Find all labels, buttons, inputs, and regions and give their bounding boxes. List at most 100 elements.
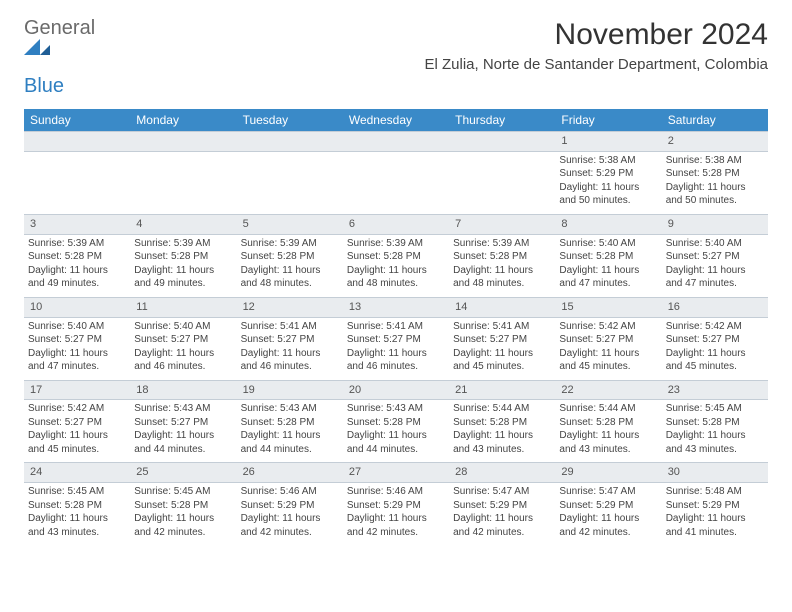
day-details: Sunrise: 5:44 AMSunset: 5:28 PMDaylight:… bbox=[453, 402, 551, 456]
day-data-cell bbox=[449, 151, 555, 214]
day-details: Sunrise: 5:40 AMSunset: 5:27 PMDaylight:… bbox=[28, 320, 126, 374]
day-data-row: Sunrise: 5:45 AMSunset: 5:28 PMDaylight:… bbox=[24, 483, 768, 546]
day-number-cell: 15 bbox=[555, 297, 661, 317]
day-data-cell: Sunrise: 5:45 AMSunset: 5:28 PMDaylight:… bbox=[130, 483, 236, 546]
day-number-cell: 16 bbox=[662, 297, 768, 317]
day-number-cell: 26 bbox=[237, 463, 343, 483]
day-number-row: 10111213141516 bbox=[24, 297, 768, 317]
title-block: November 2024 El Zulia, Norte de Santand… bbox=[424, 18, 768, 73]
day-details: Sunrise: 5:46 AMSunset: 5:29 PMDaylight:… bbox=[347, 485, 445, 539]
day-data-cell: Sunrise: 5:45 AMSunset: 5:28 PMDaylight:… bbox=[662, 400, 768, 463]
day-number-cell: 13 bbox=[343, 297, 449, 317]
day-data-cell: Sunrise: 5:40 AMSunset: 5:28 PMDaylight:… bbox=[555, 234, 661, 297]
day-number-cell: 12 bbox=[237, 297, 343, 317]
day-details: Sunrise: 5:43 AMSunset: 5:27 PMDaylight:… bbox=[134, 402, 232, 456]
day-data-cell: Sunrise: 5:44 AMSunset: 5:28 PMDaylight:… bbox=[555, 400, 661, 463]
day-number-cell: 27 bbox=[343, 463, 449, 483]
header: General Blue November 2024 El Zulia, Nor… bbox=[24, 18, 768, 97]
day-details: Sunrise: 5:39 AMSunset: 5:28 PMDaylight:… bbox=[347, 237, 445, 291]
day-number-cell: 28 bbox=[449, 463, 555, 483]
day-number-row: 17181920212223 bbox=[24, 380, 768, 400]
weekday-header: Wednesday bbox=[343, 109, 449, 132]
day-details: Sunrise: 5:45 AMSunset: 5:28 PMDaylight:… bbox=[666, 402, 764, 456]
day-number-cell: 1 bbox=[555, 132, 661, 152]
day-details: Sunrise: 5:39 AMSunset: 5:28 PMDaylight:… bbox=[28, 237, 126, 291]
day-number-cell: 17 bbox=[24, 380, 130, 400]
day-details: Sunrise: 5:41 AMSunset: 5:27 PMDaylight:… bbox=[347, 320, 445, 374]
day-data-cell: Sunrise: 5:47 AMSunset: 5:29 PMDaylight:… bbox=[449, 483, 555, 546]
weekday-row: SundayMondayTuesdayWednesdayThursdayFrid… bbox=[24, 109, 768, 132]
logo-triangle-icon bbox=[24, 39, 95, 55]
day-number-cell bbox=[130, 132, 236, 152]
day-data-cell: Sunrise: 5:39 AMSunset: 5:28 PMDaylight:… bbox=[343, 234, 449, 297]
weekday-header: Saturday bbox=[662, 109, 768, 132]
day-number-cell: 14 bbox=[449, 297, 555, 317]
weekday-header: Sunday bbox=[24, 109, 130, 132]
day-number-cell: 9 bbox=[662, 214, 768, 234]
day-data-cell: Sunrise: 5:44 AMSunset: 5:28 PMDaylight:… bbox=[449, 400, 555, 463]
day-number-row: 3456789 bbox=[24, 214, 768, 234]
day-data-cell: Sunrise: 5:46 AMSunset: 5:29 PMDaylight:… bbox=[343, 483, 449, 546]
day-number-cell: 6 bbox=[343, 214, 449, 234]
day-number-cell: 2 bbox=[662, 132, 768, 152]
day-number-row: 24252627282930 bbox=[24, 463, 768, 483]
day-number-cell: 7 bbox=[449, 214, 555, 234]
calendar-table: SundayMondayTuesdayWednesdayThursdayFrid… bbox=[24, 109, 768, 545]
day-number-cell: 8 bbox=[555, 214, 661, 234]
day-details: Sunrise: 5:41 AMSunset: 5:27 PMDaylight:… bbox=[453, 320, 551, 374]
day-data-cell bbox=[237, 151, 343, 214]
day-data-cell: Sunrise: 5:41 AMSunset: 5:27 PMDaylight:… bbox=[237, 317, 343, 380]
day-data-cell: Sunrise: 5:42 AMSunset: 5:27 PMDaylight:… bbox=[662, 317, 768, 380]
weekday-header: Friday bbox=[555, 109, 661, 132]
logo: General Blue bbox=[24, 18, 95, 97]
day-data-cell: Sunrise: 5:40 AMSunset: 5:27 PMDaylight:… bbox=[24, 317, 130, 380]
day-number-cell bbox=[237, 132, 343, 152]
day-data-cell bbox=[343, 151, 449, 214]
day-details: Sunrise: 5:38 AMSunset: 5:29 PMDaylight:… bbox=[559, 154, 657, 208]
day-number-cell: 29 bbox=[555, 463, 661, 483]
day-details: Sunrise: 5:39 AMSunset: 5:28 PMDaylight:… bbox=[134, 237, 232, 291]
day-data-cell: Sunrise: 5:48 AMSunset: 5:29 PMDaylight:… bbox=[662, 483, 768, 546]
day-data-cell: Sunrise: 5:43 AMSunset: 5:28 PMDaylight:… bbox=[237, 400, 343, 463]
day-data-cell: Sunrise: 5:42 AMSunset: 5:27 PMDaylight:… bbox=[555, 317, 661, 380]
day-number-cell: 18 bbox=[130, 380, 236, 400]
day-data-cell: Sunrise: 5:40 AMSunset: 5:27 PMDaylight:… bbox=[130, 317, 236, 380]
location: El Zulia, Norte de Santander Department,… bbox=[424, 56, 768, 73]
logo-text: General Blue bbox=[24, 18, 95, 97]
day-data-row: Sunrise: 5:39 AMSunset: 5:28 PMDaylight:… bbox=[24, 234, 768, 297]
day-number-cell bbox=[449, 132, 555, 152]
logo-word-blue: Blue bbox=[24, 75, 64, 97]
day-number-cell: 3 bbox=[24, 214, 130, 234]
day-number-cell: 10 bbox=[24, 297, 130, 317]
day-number-cell: 11 bbox=[130, 297, 236, 317]
day-data-cell: Sunrise: 5:38 AMSunset: 5:29 PMDaylight:… bbox=[555, 151, 661, 214]
day-number-cell: 23 bbox=[662, 380, 768, 400]
weekday-header: Tuesday bbox=[237, 109, 343, 132]
day-data-cell bbox=[24, 151, 130, 214]
day-details: Sunrise: 5:40 AMSunset: 5:27 PMDaylight:… bbox=[134, 320, 232, 374]
day-data-cell: Sunrise: 5:39 AMSunset: 5:28 PMDaylight:… bbox=[237, 234, 343, 297]
day-number-cell: 20 bbox=[343, 380, 449, 400]
day-data-row: Sunrise: 5:40 AMSunset: 5:27 PMDaylight:… bbox=[24, 317, 768, 380]
day-details: Sunrise: 5:40 AMSunset: 5:28 PMDaylight:… bbox=[559, 237, 657, 291]
day-data-cell bbox=[130, 151, 236, 214]
day-number-cell: 19 bbox=[237, 380, 343, 400]
day-number-cell: 22 bbox=[555, 380, 661, 400]
day-details: Sunrise: 5:47 AMSunset: 5:29 PMDaylight:… bbox=[453, 485, 551, 539]
day-data-cell: Sunrise: 5:46 AMSunset: 5:29 PMDaylight:… bbox=[237, 483, 343, 546]
day-number-cell: 4 bbox=[130, 214, 236, 234]
day-details: Sunrise: 5:39 AMSunset: 5:28 PMDaylight:… bbox=[453, 237, 551, 291]
day-number-cell: 30 bbox=[662, 463, 768, 483]
day-data-cell: Sunrise: 5:40 AMSunset: 5:27 PMDaylight:… bbox=[662, 234, 768, 297]
day-details: Sunrise: 5:45 AMSunset: 5:28 PMDaylight:… bbox=[28, 485, 126, 539]
day-details: Sunrise: 5:42 AMSunset: 5:27 PMDaylight:… bbox=[559, 320, 657, 374]
month-title: November 2024 bbox=[424, 18, 768, 52]
day-data-cell: Sunrise: 5:42 AMSunset: 5:27 PMDaylight:… bbox=[24, 400, 130, 463]
day-data-cell: Sunrise: 5:38 AMSunset: 5:28 PMDaylight:… bbox=[662, 151, 768, 214]
day-data-cell: Sunrise: 5:39 AMSunset: 5:28 PMDaylight:… bbox=[24, 234, 130, 297]
day-data-cell: Sunrise: 5:43 AMSunset: 5:28 PMDaylight:… bbox=[343, 400, 449, 463]
day-number-cell: 25 bbox=[130, 463, 236, 483]
day-number-cell bbox=[24, 132, 130, 152]
day-number-cell: 5 bbox=[237, 214, 343, 234]
day-details: Sunrise: 5:42 AMSunset: 5:27 PMDaylight:… bbox=[666, 320, 764, 374]
